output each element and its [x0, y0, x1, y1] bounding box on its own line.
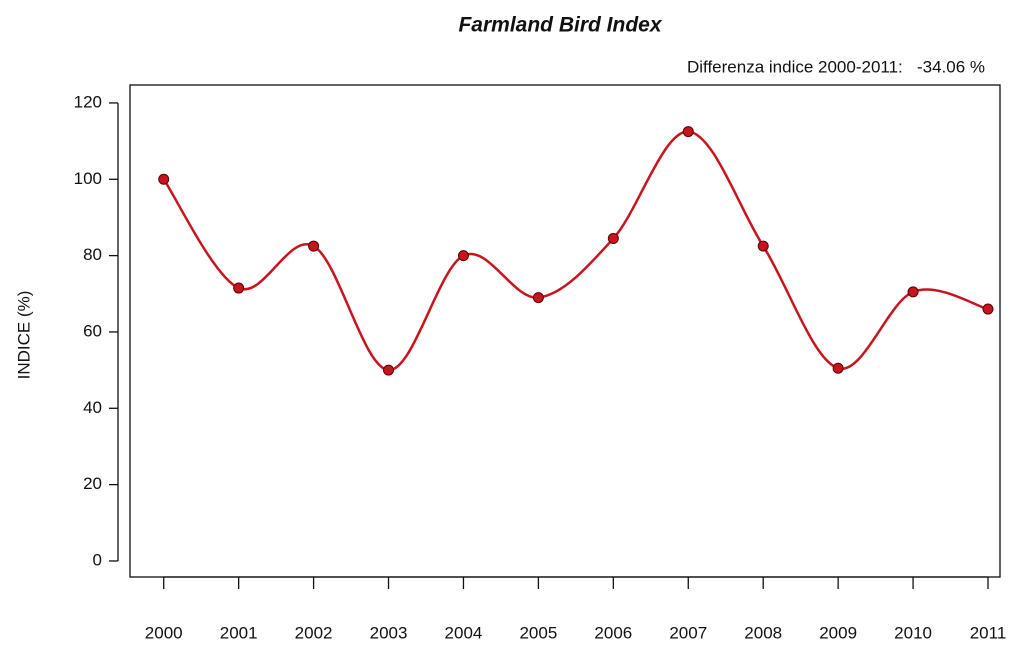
y-tick-label: 100 [74, 169, 102, 188]
x-tick-label: 2001 [220, 623, 258, 642]
y-tick-label: 0 [93, 550, 102, 569]
x-tick-label: 2000 [145, 623, 183, 642]
data-point [682, 126, 694, 138]
data-point [832, 362, 844, 374]
data-point [158, 173, 170, 185]
data-point [757, 240, 769, 252]
data-point [607, 232, 619, 244]
y-tick-label: 40 [83, 398, 102, 417]
x-tick-label: 2008 [744, 623, 782, 642]
x-tick-label: 2004 [445, 623, 483, 642]
line-series [162, 130, 989, 372]
data-point [907, 286, 919, 298]
data-point [233, 282, 245, 294]
plot-box [129, 84, 1001, 578]
x-tick-label: 2003 [370, 623, 408, 642]
x-tick-label: 2005 [519, 623, 557, 642]
data-point [308, 240, 320, 252]
y-tick-label: 80 [83, 245, 102, 264]
x-tick-label: 2011 [970, 623, 1007, 642]
y-tick-label: 20 [83, 474, 102, 493]
data-point [457, 250, 469, 262]
chart-title: Farmland Bird Index [458, 14, 662, 37]
data-point [982, 303, 994, 315]
y-tick-label: 120 [74, 92, 102, 111]
x-tick-label: 2006 [594, 623, 632, 642]
chart-subtitle: Differenza indice 2000-2011: -34.06 % [687, 57, 985, 76]
y-tick-label: 60 [83, 321, 102, 340]
x-tick-label: 2002 [295, 623, 333, 642]
data-point [532, 292, 544, 304]
y-axis-label: INDICE (%) [14, 291, 33, 380]
x-tick-label: 2009 [819, 623, 857, 642]
x-tick-label: 2007 [669, 623, 707, 642]
x-tick-label: 2010 [894, 623, 932, 642]
data-point [383, 364, 395, 376]
